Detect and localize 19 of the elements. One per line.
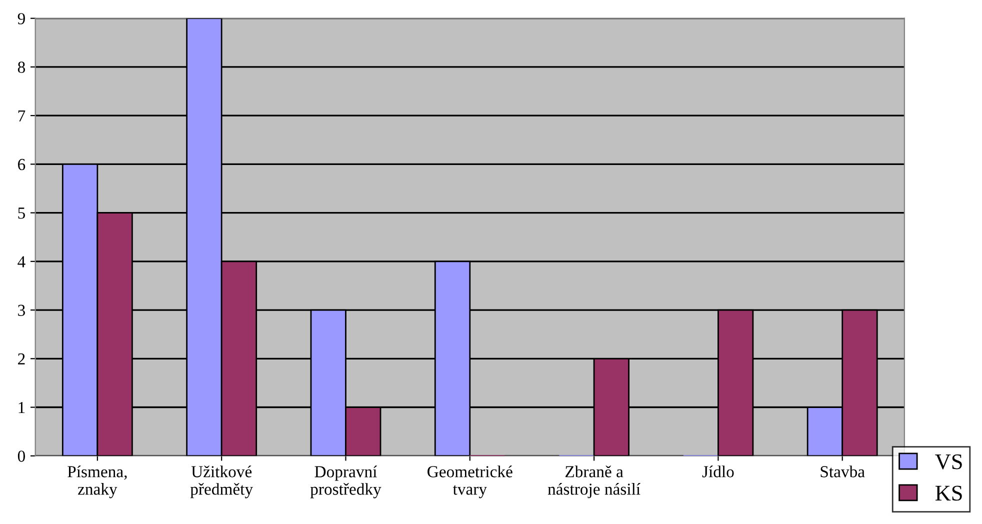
- x-tick-label: Jídlo: [702, 466, 734, 478]
- y-tick-label: 0: [18, 450, 25, 462]
- legend-label: KS: [935, 486, 962, 501]
- x-tick-label: Zbraně a nástroje násilí: [548, 466, 640, 498]
- x-tick-label: Stavba: [820, 466, 865, 478]
- y-tick-label: 4: [18, 256, 26, 268]
- y-tick-label: 6: [18, 158, 26, 170]
- y-tick-label: 2: [18, 353, 25, 364]
- legend-label: VS: [935, 454, 962, 470]
- y-tick-label: 7: [18, 110, 26, 122]
- y-tick-label: 8: [18, 62, 25, 73]
- x-tick-label: Geometrické tvary: [428, 466, 512, 498]
- y-tick-label: 9: [18, 13, 25, 24]
- x-tick-label: Dopravní prostředky: [310, 466, 382, 498]
- y-tick-label: 1: [18, 402, 25, 414]
- y-tick-label: 5: [18, 208, 25, 219]
- x-tick-label: Písmena, znaky: [68, 466, 127, 498]
- y-tick-label: 3: [18, 304, 25, 316]
- x-tick-label: Užitkové předměty: [190, 466, 253, 498]
